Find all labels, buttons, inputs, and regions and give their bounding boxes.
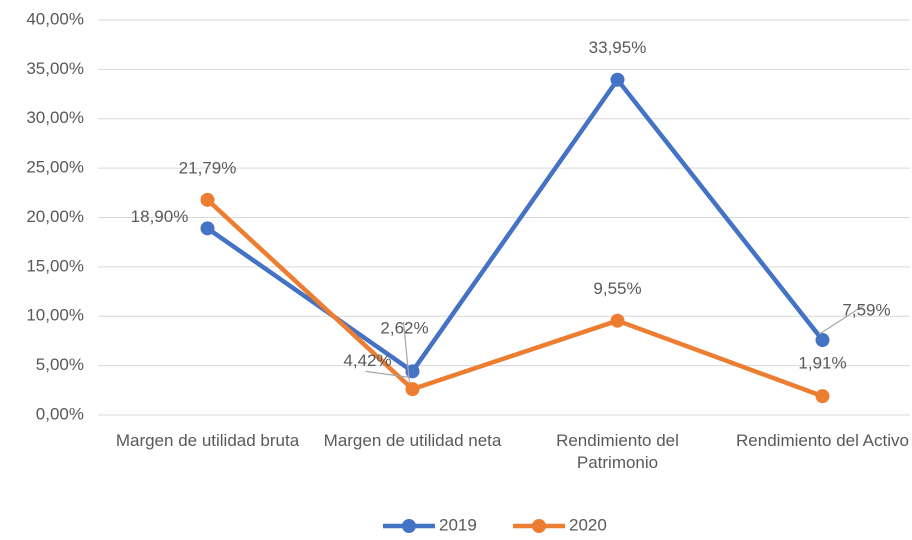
legend-marker bbox=[532, 519, 546, 533]
x-tick-label-box: Rendimiento del Activo bbox=[736, 431, 909, 450]
y-tick-label: 15,00% bbox=[26, 256, 84, 275]
x-tick-label: Rendimiento del Patrimonio bbox=[556, 431, 679, 472]
leader-line bbox=[819, 304, 865, 335]
data-label: 33,95% bbox=[589, 38, 647, 57]
marker bbox=[610, 313, 625, 328]
x-tick-label: Margen de utilidad neta bbox=[323, 431, 502, 450]
data-label: 7,59% bbox=[842, 301, 890, 320]
y-tick-label: 0,00% bbox=[36, 404, 84, 423]
y-tick-label: 30,00% bbox=[26, 108, 84, 127]
legend-label: 2019 bbox=[439, 515, 477, 534]
leader-line bbox=[402, 321, 411, 384]
data-label: 9,55% bbox=[593, 279, 641, 298]
marker bbox=[610, 72, 625, 87]
marker bbox=[815, 389, 830, 404]
data-label: 18,90% bbox=[131, 207, 189, 226]
x-tick-label-box: Margen de utilidad bruta bbox=[115, 431, 300, 450]
data-label: 1,91% bbox=[798, 354, 846, 373]
legend-marker bbox=[402, 519, 416, 533]
x-tick-label-box: Margen de utilidad neta bbox=[323, 431, 502, 450]
data-label: 4,42% bbox=[343, 351, 391, 370]
legend-label: 2020 bbox=[569, 515, 607, 534]
marker bbox=[405, 382, 420, 397]
data-label: 2,62% bbox=[380, 319, 428, 338]
marker bbox=[815, 333, 830, 348]
y-tick-label: 20,00% bbox=[26, 207, 84, 226]
marker bbox=[200, 192, 215, 207]
x-tick-label-box: Rendimiento del Patrimonio bbox=[556, 431, 679, 472]
x-tick-label: Rendimiento del Activo bbox=[736, 431, 909, 450]
marker bbox=[200, 221, 215, 236]
line bbox=[205, 198, 824, 399]
y-tick-label: 25,00% bbox=[26, 158, 84, 177]
y-tick-label: 35,00% bbox=[26, 59, 84, 78]
line bbox=[206, 77, 825, 374]
x-tick-label: Margen de utilidad bruta bbox=[115, 431, 300, 450]
data-label: 21,79% bbox=[179, 158, 237, 177]
y-tick-label: 5,00% bbox=[36, 355, 84, 374]
y-tick-label: 10,00% bbox=[26, 306, 84, 325]
leader-line bbox=[365, 370, 410, 378]
y-tick-label: 40,00% bbox=[26, 9, 84, 28]
